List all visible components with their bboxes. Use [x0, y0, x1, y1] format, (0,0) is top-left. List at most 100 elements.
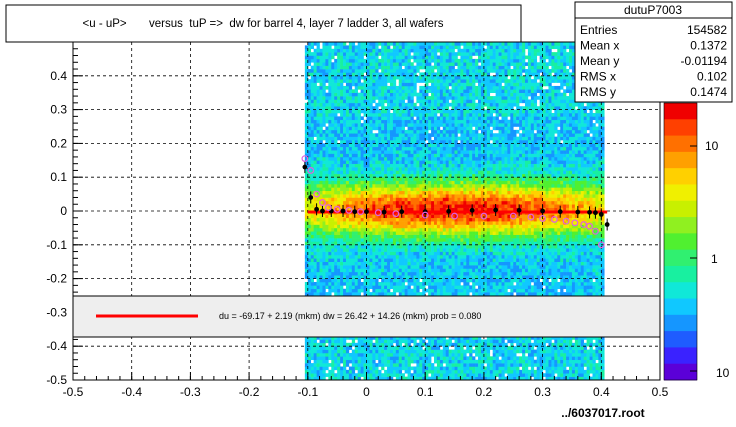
heatmap-cell [366, 102, 370, 107]
heatmap-cell [328, 146, 332, 151]
heatmap-cell [407, 359, 411, 364]
heatmap-cell [331, 200, 335, 205]
heatmap-cell [407, 123, 411, 127]
heatmap-cell [375, 180, 379, 185]
heatmap-cell [389, 82, 394, 87]
heatmap-cell [343, 244, 347, 249]
heatmap-cell [428, 163, 432, 168]
heatmap-cell [381, 244, 385, 249]
heatmap-cell [310, 129, 314, 134]
heatmap-cell [369, 140, 373, 144]
heatmap-cell [378, 265, 382, 269]
heatmap-cell [425, 163, 429, 168]
heatmap-cell [404, 42, 408, 46]
heatmap-cell [351, 241, 356, 246]
heatmap-cell [445, 143, 449, 148]
heatmap-cell [410, 231, 414, 235]
heatmap-cell [316, 221, 320, 225]
heatmap-cell [413, 177, 417, 181]
heatmap-cell [389, 112, 394, 117]
heatmap-cell [451, 146, 455, 151]
heatmap-cell [307, 224, 312, 229]
heatmap-cell [445, 146, 449, 151]
heatmap-cell [445, 79, 449, 83]
heatmap-cell [354, 173, 358, 178]
heatmap-cell [410, 376, 414, 381]
heatmap-cell [384, 265, 388, 269]
heatmap-cell [343, 336, 347, 340]
heatmap-cell [407, 96, 411, 100]
heatmap-cell [439, 231, 444, 235]
heatmap-cell [343, 52, 347, 56]
heatmap-cell [322, 52, 326, 56]
heatmap-cell [345, 79, 350, 83]
heatmap-cell [378, 126, 382, 131]
heatmap-cell [328, 363, 332, 367]
heatmap-cell [384, 143, 388, 148]
heatmap-cell [442, 261, 447, 266]
heatmap-cell [307, 265, 312, 269]
heatmap-cell [445, 356, 449, 361]
heatmap-cell [419, 109, 423, 114]
heatmap-cell [419, 285, 423, 290]
heatmap-cell [369, 244, 373, 249]
heatmap-cell [448, 52, 452, 56]
heatmap-cell [395, 45, 400, 50]
heatmap-cell [436, 45, 441, 50]
heatmap-cell [316, 217, 320, 222]
heatmap-cell [328, 214, 332, 219]
heatmap-cell [395, 207, 400, 212]
heatmap-cell [422, 258, 426, 262]
heatmap-cell [310, 89, 314, 93]
heatmap-cell [316, 251, 320, 256]
heatmap-cell [337, 82, 341, 87]
heatmap-cell [407, 160, 411, 164]
heatmap-cell [372, 224, 376, 229]
heatmap-cell [310, 251, 314, 256]
heatmap-cell [451, 99, 455, 104]
heatmap-cell [351, 207, 356, 212]
heatmap-cell [419, 129, 423, 134]
heatmap-cell [340, 52, 344, 56]
heatmap-cell [422, 224, 426, 229]
heatmap-cell [395, 197, 400, 202]
heatmap-cell [334, 265, 338, 269]
heatmap-cell [360, 339, 364, 344]
heatmap-cell [357, 248, 361, 252]
heatmap-cell [378, 356, 382, 361]
heatmap-cell [316, 278, 320, 283]
heatmap-cell [322, 183, 326, 188]
heatmap-cell [389, 52, 394, 56]
heatmap-cell [392, 79, 397, 83]
heatmap-cell [381, 102, 385, 107]
heatmap-cell [345, 92, 350, 97]
heatmap-cell [360, 183, 364, 188]
heatmap-cell [422, 231, 426, 235]
heatmap-cell [331, 356, 335, 361]
heatmap-cell [357, 140, 361, 144]
heatmap-cell [431, 92, 435, 97]
heatmap-cell [345, 275, 350, 279]
heatmap-cell [448, 119, 452, 124]
heatmap-cell [434, 261, 438, 266]
heatmap-cell [343, 58, 347, 63]
heatmap-cell [419, 227, 423, 232]
heatmap-cell [410, 288, 414, 293]
heatmap-cell [398, 251, 403, 256]
heatmap-cell [313, 160, 317, 164]
heatmap-cell [366, 271, 370, 276]
heatmap-cell [436, 129, 441, 134]
heatmap-cell [407, 244, 411, 249]
heatmap-cell [398, 167, 403, 171]
heatmap-cell [404, 244, 408, 249]
heatmap-cell [334, 85, 338, 90]
heatmap-cell [357, 231, 361, 235]
heatmap-cell [360, 204, 364, 208]
heatmap-cell [448, 150, 452, 154]
heatmap-cell [448, 285, 452, 290]
heatmap-cell [378, 116, 382, 121]
heatmap-cell [442, 146, 447, 151]
heatmap-cell [398, 359, 403, 364]
heatmap-cell [434, 231, 438, 235]
heatmap-cell [428, 254, 432, 259]
